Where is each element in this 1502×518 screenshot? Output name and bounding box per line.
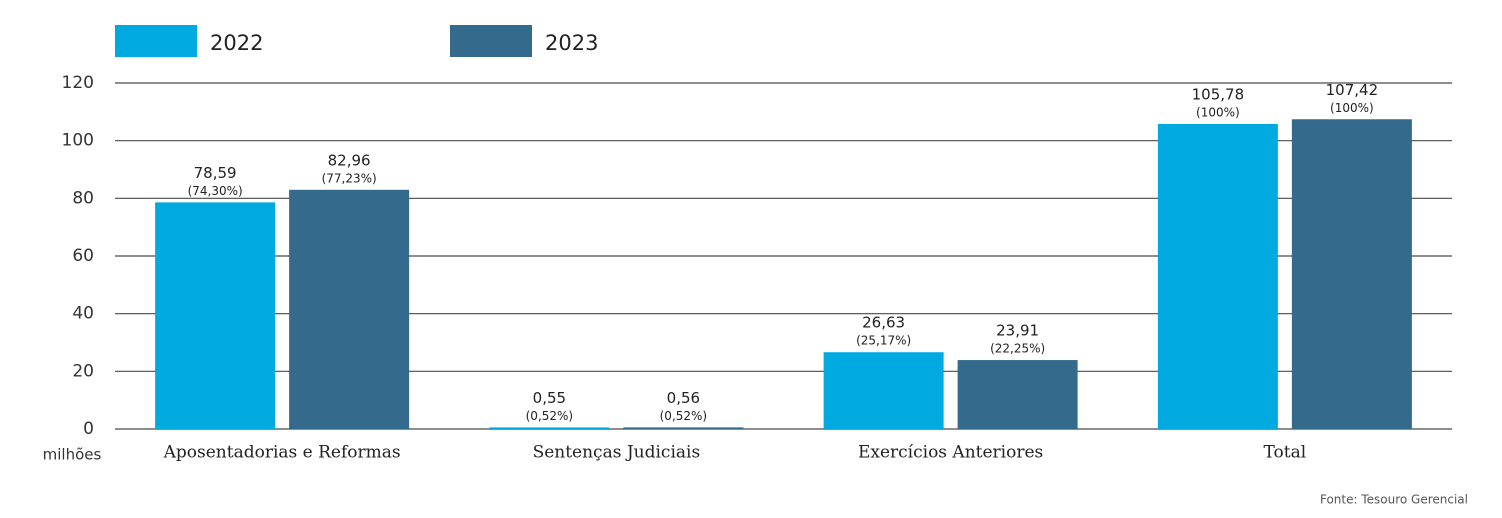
- bar: [957, 360, 1078, 429]
- value-label: 0,56: [667, 389, 700, 407]
- percent-label: (0,52%): [526, 409, 573, 423]
- y-tick-label: 100: [62, 131, 94, 151]
- percent-label: (100%): [1330, 101, 1374, 115]
- y-tick-label: 60: [72, 246, 94, 266]
- bar: [289, 189, 410, 429]
- x-tick-label: Exercícios Anteriores: [858, 443, 1043, 463]
- value-label: 78,59: [194, 164, 237, 182]
- legend-swatch: [115, 25, 197, 57]
- percent-label: (74,30%): [188, 184, 243, 198]
- bar: [623, 427, 744, 429]
- bar: [155, 202, 276, 429]
- value-label: 82,96: [328, 151, 371, 169]
- value-label: 105,78: [1192, 86, 1245, 104]
- y-tick-label: 40: [72, 304, 94, 324]
- legend-label: 2022: [210, 31, 263, 55]
- percent-label: (25,17%): [856, 334, 911, 348]
- percent-label: (77,23%): [322, 171, 377, 185]
- x-tick-label: Total: [1264, 443, 1307, 463]
- bar: [1291, 119, 1412, 429]
- bar: [823, 352, 944, 429]
- source: Fonte: Tesouro Gerencial: [1320, 493, 1468, 507]
- legend-swatch: [450, 25, 532, 57]
- y-tick-label: 80: [72, 188, 94, 208]
- x-tick-label: Aposentadorias e Reformas: [163, 443, 401, 463]
- legend-label: 2023: [545, 31, 598, 55]
- bar: [489, 427, 610, 429]
- value-label: 0,55: [533, 389, 566, 407]
- bar: [1157, 124, 1278, 429]
- value-label: 23,91: [996, 322, 1039, 340]
- x-tick-label: Sentenças Judiciais: [533, 443, 701, 463]
- percent-label: (100%): [1196, 106, 1240, 120]
- y-tick-label: 0: [83, 419, 94, 439]
- y-tick-label: 120: [62, 73, 94, 93]
- percent-label: (0,52%): [660, 409, 707, 423]
- percent-label: (22,25%): [990, 342, 1045, 356]
- value-label: 107,42: [1326, 81, 1379, 99]
- y-unit: milhões: [43, 446, 102, 464]
- value-label: 26,63: [862, 314, 905, 332]
- y-tick-label: 20: [72, 361, 94, 381]
